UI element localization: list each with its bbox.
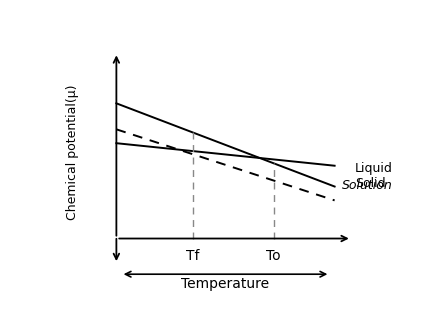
Text: Liquid: Liquid bbox=[355, 162, 393, 175]
Text: Temperature: Temperature bbox=[181, 277, 270, 291]
Text: To: To bbox=[266, 249, 281, 263]
Text: Solution: Solution bbox=[341, 179, 392, 192]
Text: Solid: Solid bbox=[355, 177, 386, 190]
Text: Chemical potential(μ): Chemical potential(μ) bbox=[66, 84, 79, 219]
Text: Tf: Tf bbox=[186, 249, 199, 263]
